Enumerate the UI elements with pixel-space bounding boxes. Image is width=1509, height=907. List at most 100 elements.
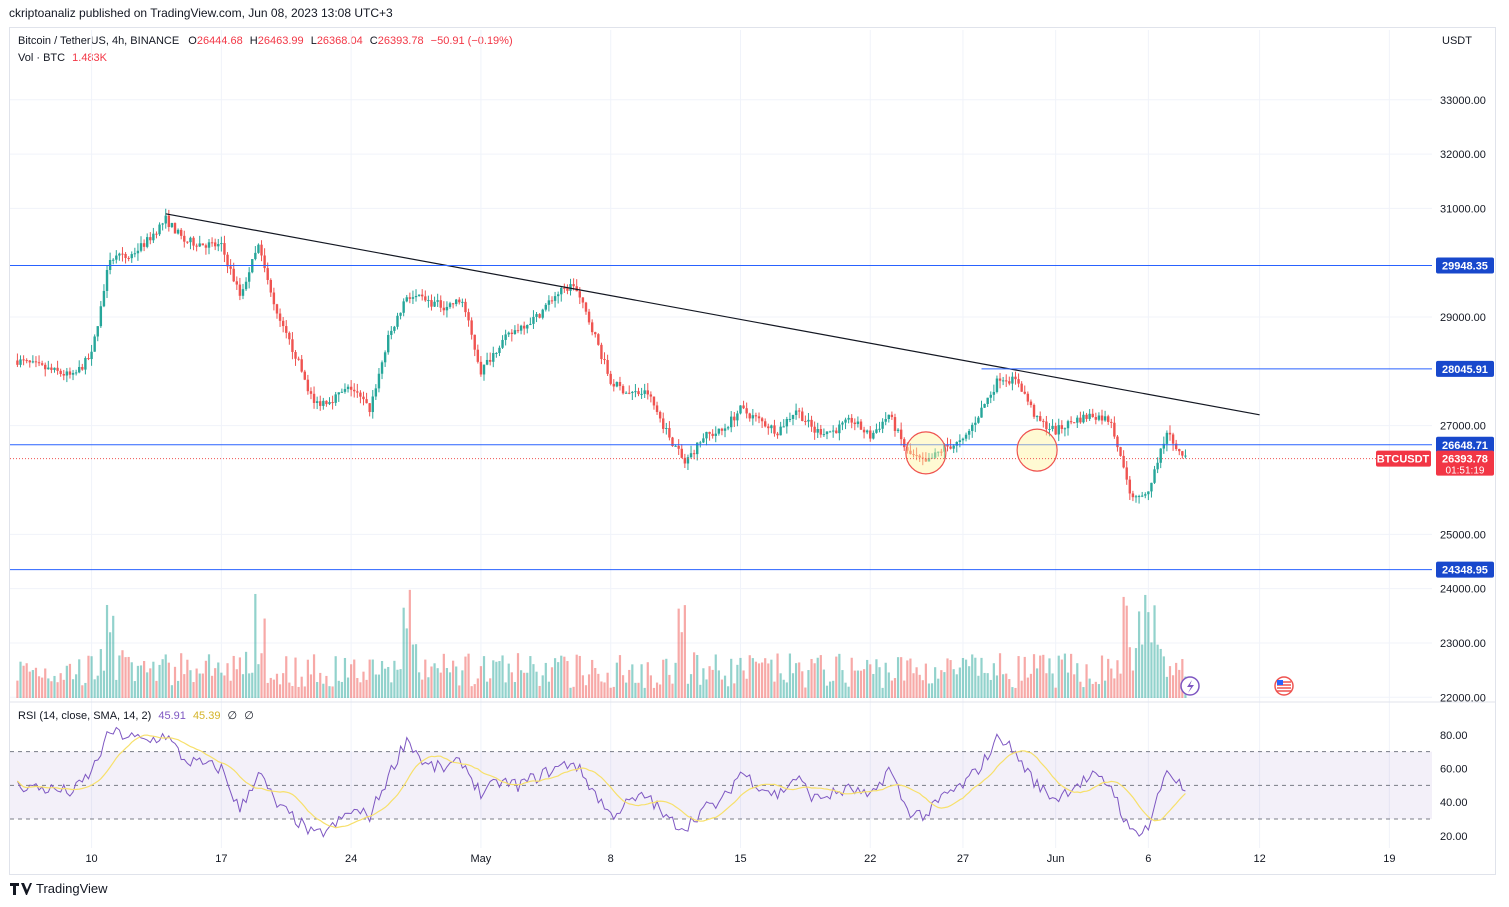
- volume-bar: [927, 683, 931, 698]
- rsi-label[interactable]: RSI (14, close, SMA, 14, 2): [18, 710, 152, 722]
- rsi-tick-label: 20.00: [1440, 831, 1468, 843]
- candle-body: [247, 272, 251, 282]
- volume-bar: [900, 657, 903, 698]
- candle-body: [501, 339, 504, 348]
- rsi-tick-label: 60.00: [1440, 764, 1468, 776]
- volume-bar: [1119, 673, 1122, 698]
- volume-bar: [152, 661, 155, 698]
- candle-body: [427, 300, 430, 302]
- volume-bar: [62, 679, 65, 698]
- volume-bar: [368, 659, 371, 698]
- candle-body: [281, 320, 285, 327]
- volume-bar: [776, 653, 779, 698]
- volume-bar: [173, 666, 177, 698]
- candle-body: [433, 301, 436, 307]
- candle-body: [733, 416, 736, 421]
- volume-bar: [439, 672, 442, 698]
- candle-body: [909, 450, 912, 455]
- candle-body: [770, 425, 773, 429]
- volume-bar: [655, 682, 659, 698]
- volume-bar: [813, 663, 816, 698]
- volume-bar: [921, 680, 924, 698]
- candle-body: [974, 422, 977, 425]
- candle-body: [680, 448, 683, 458]
- rsi-header: RSI (14, close, SMA, 14, 2) 45.91 45.39 …: [18, 709, 254, 722]
- lightning-icon[interactable]: [1180, 676, 1200, 696]
- volume-bar: [1011, 687, 1014, 698]
- tradingview-footer[interactable]: TradingView: [10, 881, 108, 896]
- volume-bar: [19, 661, 22, 698]
- volume-bar: [1128, 647, 1131, 698]
- candle-body: [133, 253, 137, 255]
- volume-bar: [464, 656, 467, 698]
- volume-bar: [785, 682, 788, 698]
- candle-body: [1014, 376, 1017, 380]
- symbol-title[interactable]: Bitcoin / TetherUS, 4h, BINANCE: [18, 35, 180, 47]
- volume-bar: [1147, 612, 1150, 698]
- volume-bar: [1131, 670, 1135, 698]
- volume-bar: [220, 672, 223, 698]
- volume-bar: [275, 673, 279, 698]
- volume-bar: [485, 681, 489, 698]
- volume-bar: [606, 672, 609, 698]
- candle-body: [1178, 449, 1181, 452]
- volume-bar: [452, 660, 455, 698]
- candle-body: [288, 332, 291, 340]
- volume-bar: [668, 674, 671, 698]
- candle-body: [315, 401, 319, 403]
- candle-body: [532, 316, 535, 324]
- candle-body: [1005, 380, 1008, 382]
- volume-bar: [600, 681, 603, 698]
- volume-label[interactable]: Vol · BTC: [18, 52, 66, 64]
- candle-body: [717, 428, 721, 434]
- volume-bar: [946, 658, 949, 698]
- candle-body: [600, 344, 603, 360]
- candle-body: [560, 287, 563, 295]
- candle-body: [643, 390, 646, 394]
- volume-bar: [458, 685, 461, 698]
- volume-bar: [133, 681, 136, 698]
- candle-body: [136, 250, 140, 254]
- candle-body: [1128, 479, 1132, 494]
- volume-bar: [912, 673, 915, 698]
- volume-bar: [390, 682, 393, 698]
- time-tick-label: 17: [215, 853, 227, 865]
- volume-bar: [730, 658, 733, 698]
- candle-body: [603, 359, 606, 361]
- candle-body: [804, 420, 807, 422]
- volume-bar: [238, 657, 241, 698]
- candle-body: [473, 334, 476, 350]
- volume-bar: [822, 669, 826, 698]
- candle-body: [90, 351, 93, 360]
- candle-body: [1017, 379, 1020, 384]
- candle-body: [875, 429, 878, 433]
- axes: 33000.00 32000.00 31000.00 29000.00 27000.00…: [85, 95, 1485, 865]
- volume-bar: [723, 675, 727, 698]
- candle-body: [492, 353, 495, 362]
- candle-body: [467, 312, 470, 321]
- candle-body: [40, 363, 44, 365]
- candle-body: [903, 439, 906, 448]
- volume-bar: [1168, 666, 1172, 698]
- candle-body: [454, 299, 458, 305]
- candle-body: [470, 320, 473, 335]
- volume-bar: [671, 683, 674, 698]
- volume-bar: [764, 658, 767, 698]
- candle-body: [229, 266, 232, 269]
- candle-body: [337, 392, 340, 395]
- volume-bar: [971, 654, 974, 698]
- volume-bar: [992, 663, 995, 698]
- volume-bar: [977, 675, 980, 698]
- volume-bar: [649, 675, 652, 698]
- volume-bar: [1122, 596, 1125, 698]
- volume-bar: [170, 685, 174, 698]
- candle-body: [115, 255, 118, 260]
- us-flag-icon[interactable]: [1274, 676, 1294, 696]
- volume-bar: [859, 670, 863, 698]
- volume-bar: [288, 682, 291, 698]
- volume-bar: [516, 653, 520, 698]
- volume-bar: [1144, 594, 1147, 698]
- candle-body: [374, 388, 378, 397]
- volume-bar: [291, 686, 294, 698]
